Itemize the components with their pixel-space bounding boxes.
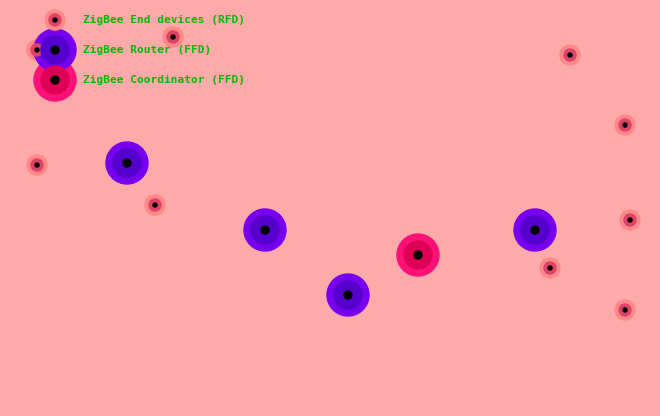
Circle shape (564, 49, 576, 61)
Circle shape (51, 46, 59, 54)
Circle shape (620, 210, 640, 230)
Circle shape (153, 203, 157, 207)
Circle shape (41, 66, 69, 94)
Text: ZigBee Router (FFD): ZigBee Router (FFD) (83, 45, 211, 55)
Circle shape (31, 44, 43, 56)
Text: ZigBee Coordinator (FFD): ZigBee Coordinator (FFD) (83, 75, 245, 85)
Circle shape (27, 40, 47, 60)
Circle shape (560, 45, 580, 65)
Circle shape (261, 226, 269, 234)
Circle shape (145, 195, 165, 215)
Circle shape (167, 31, 179, 43)
Circle shape (414, 251, 422, 259)
Circle shape (149, 199, 161, 211)
Circle shape (113, 149, 141, 177)
Circle shape (45, 10, 65, 30)
Circle shape (628, 218, 632, 222)
Circle shape (34, 59, 76, 101)
Circle shape (548, 266, 552, 270)
Circle shape (619, 304, 631, 316)
Circle shape (251, 216, 279, 244)
Circle shape (615, 300, 635, 320)
Circle shape (244, 209, 286, 251)
Circle shape (51, 76, 59, 84)
Circle shape (531, 226, 539, 234)
Circle shape (344, 291, 352, 299)
Circle shape (53, 18, 57, 22)
Circle shape (404, 241, 432, 269)
Circle shape (171, 35, 175, 39)
Circle shape (106, 142, 148, 184)
Text: ZigBee End devices (RFD): ZigBee End devices (RFD) (83, 15, 245, 25)
Circle shape (623, 123, 627, 127)
Circle shape (41, 36, 69, 64)
Circle shape (334, 281, 362, 309)
Circle shape (624, 214, 636, 226)
Circle shape (35, 163, 39, 167)
Circle shape (49, 14, 61, 26)
Circle shape (123, 159, 131, 167)
Circle shape (397, 234, 439, 276)
Circle shape (623, 308, 627, 312)
Circle shape (619, 119, 631, 131)
Circle shape (615, 115, 635, 135)
Circle shape (540, 258, 560, 278)
Circle shape (521, 216, 549, 244)
Circle shape (514, 209, 556, 251)
Circle shape (27, 155, 47, 175)
Circle shape (34, 29, 76, 71)
Circle shape (327, 274, 369, 316)
Circle shape (163, 27, 183, 47)
Circle shape (568, 53, 572, 57)
Circle shape (35, 48, 39, 52)
Circle shape (544, 262, 556, 274)
Circle shape (31, 159, 43, 171)
